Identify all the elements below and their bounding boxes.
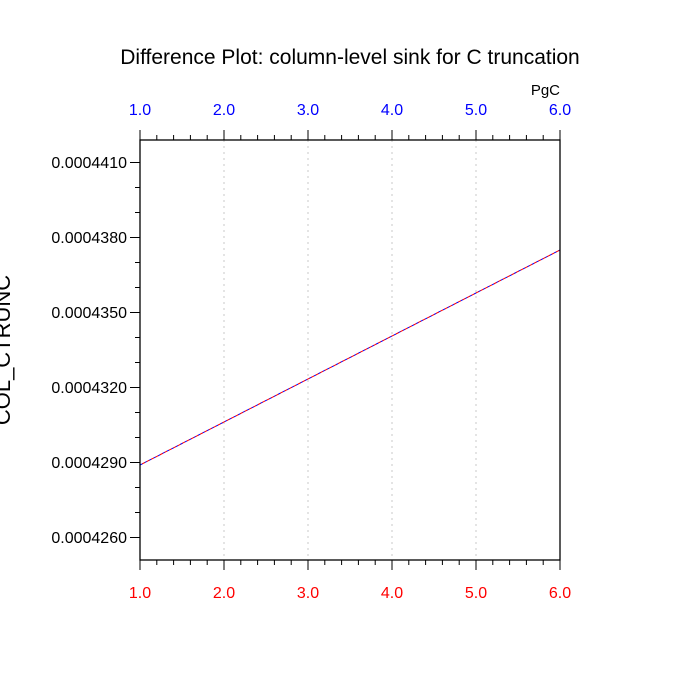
top-axis-units-label: PgC: [531, 82, 560, 99]
series-line-2: [139, 249, 561, 466]
x-tick-label-bottom: 4.0: [381, 585, 403, 602]
data-series-group: [139, 249, 561, 466]
tick-labels: 1.0 1.0 2.0 2.0 3.0 3.0 4.0 4.0 5.0 5.0 6.0 6.0 0.00…: [51, 102, 571, 602]
y-axis-label: COL_CTRUNC: [0, 275, 15, 425]
plot-frame: [139, 139, 561, 561]
y-tick-label: 0.0004290: [51, 455, 127, 472]
y-tick-label: 0.0004260: [51, 530, 127, 547]
x-tick-label-top: 5.0: [465, 102, 487, 119]
x-tick-label-bottom: 3.0: [297, 585, 319, 602]
x-tick-label-bottom: 5.0: [465, 585, 487, 602]
x-tick-label-top: 6.0: [549, 102, 571, 119]
series-line-1: [139, 249, 561, 466]
x-tick-label-top: 2.0: [213, 102, 235, 119]
y-tick-label: 0.0004320: [51, 380, 127, 397]
x-tick-label-top: 1.0: [129, 102, 151, 119]
x-tick-label-top: 3.0: [297, 102, 319, 119]
y-tick-label: 0.0004380: [51, 230, 127, 247]
vertical-gridlines: [223, 140, 477, 560]
y-tick-label: 0.0004410: [51, 155, 127, 172]
x-tick-label-top: 4.0: [381, 102, 403, 119]
x-tick-label-bottom: 6.0: [549, 585, 571, 602]
y-tick-label: 0.0004350: [51, 305, 127, 322]
axis-ticks: [130, 130, 561, 570]
x-tick-label-bottom: 1.0: [129, 585, 151, 602]
x-tick-label-bottom: 2.0: [213, 585, 235, 602]
chart-title: Difference Plot: column-level sink for C…: [120, 46, 579, 69]
